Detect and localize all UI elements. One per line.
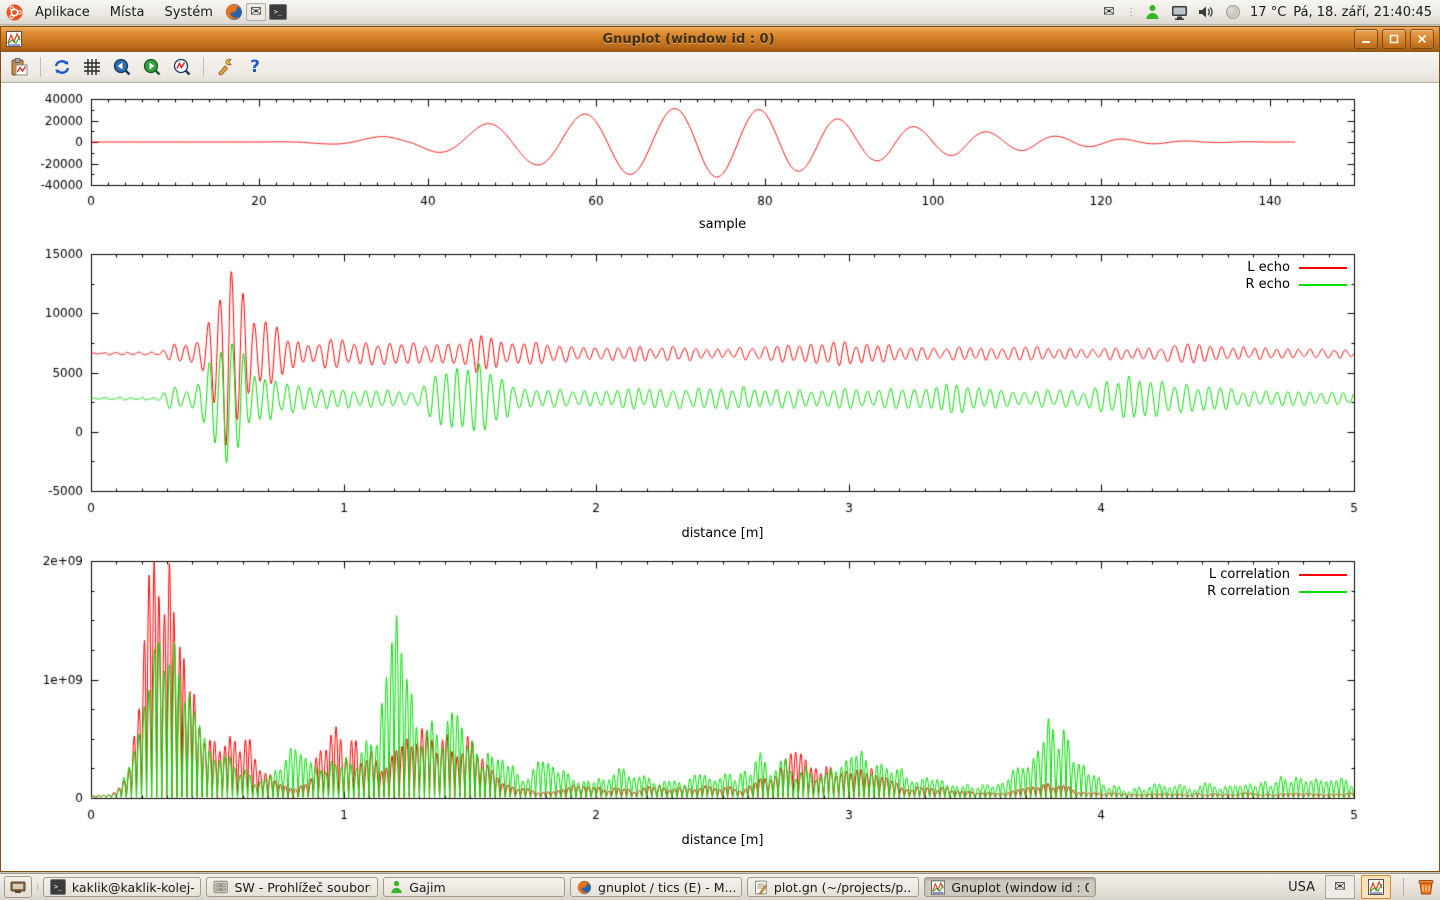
task-button-gajim[interactable]: Gajim [383, 877, 566, 897]
gajim-status-icon[interactable] [1142, 2, 1162, 22]
legend-label: R echo [1245, 277, 1290, 292]
task-button-text-editor[interactable]: plot.gn (~/projects/p... [747, 877, 920, 897]
menu-applications-label: Aplikace [35, 4, 90, 20]
menu-places[interactable]: Místa [101, 3, 154, 22]
legend-label: R correlation [1207, 584, 1290, 599]
refresh-button[interactable] [50, 55, 74, 79]
task-label: Gajim [409, 879, 446, 895]
tray-gnuplot-button[interactable] [1361, 875, 1391, 899]
gnuplot-window-icon [5, 30, 23, 48]
gnuplot-icon [931, 879, 946, 895]
task-label: gnuplot / tics (E) - M... [598, 879, 736, 895]
gnuplot-icon [1368, 879, 1384, 895]
menu-system[interactable]: Systém [155, 3, 221, 22]
task-button-file-manager[interactable]: SW - Prohlížeč souborů [206, 877, 379, 897]
ubuntu-logo-icon[interactable] [4, 2, 24, 22]
maximize-button[interactable] [1382, 29, 1406, 49]
close-button[interactable] [1410, 29, 1434, 49]
menu-places-label: Místa [109, 4, 145, 20]
legend-label: L correlation [1208, 567, 1290, 582]
clock-label[interactable]: Pá, 18. září, 21:40:45 [1293, 4, 1432, 20]
window-controls [1354, 29, 1434, 49]
tray-grip-handle[interactable]: ⋮ [1126, 6, 1136, 18]
task-label: SW - Prohlížeč souborů [234, 879, 372, 895]
toolbar-separator [203, 57, 204, 77]
legend-correlation: L correlation R correlation [1207, 568, 1347, 598]
gnuplot-toolbar: ? [1, 52, 1439, 83]
volume-icon[interactable] [1196, 2, 1216, 22]
taskbar-tray: USA ✉ [1288, 875, 1440, 899]
legend-entry-r-echo: R echo [1245, 278, 1347, 291]
settings-wrench-button[interactable] [213, 55, 237, 79]
tray-mail-button[interactable]: ✉ [1325, 875, 1355, 899]
legend-line-swatch-green [1299, 590, 1347, 593]
envelope-icon: ✉ [1103, 4, 1115, 20]
xlabel-distance-echo: distance [m] [681, 526, 764, 541]
weather-icon[interactable] [1223, 2, 1243, 22]
task-label: plot.gn (~/projects/p... [773, 879, 913, 895]
legend-entry-l-correlation: L correlation [1209, 568, 1347, 581]
toolbar-separator [40, 57, 41, 77]
top-panel: Aplikace Místa Systém ✉ >_ ✉ ⋮ [0, 0, 1440, 25]
task-label: Gnuplot (window id : 0) [951, 879, 1090, 895]
legend-label: L echo [1247, 260, 1290, 275]
firefox-launcher-icon[interactable] [224, 2, 244, 22]
copy-to-clipboard-button[interactable] [7, 55, 31, 79]
chart-sample-waveform[interactable] [1, 87, 1439, 227]
tray-separator [1403, 878, 1404, 896]
gajim-icon [391, 880, 402, 894]
legend-line-swatch-red [1299, 266, 1347, 269]
file-manager-icon [213, 880, 228, 894]
terminal-icon: >_ [50, 879, 66, 895]
panel-menus: Aplikace Místa Systém ✉ >_ [0, 2, 288, 22]
show-desktop-button[interactable] [4, 876, 32, 898]
legend-echo: L echo R echo [1245, 261, 1347, 291]
trash-button[interactable] [1416, 876, 1436, 899]
minimize-button[interactable] [1354, 29, 1378, 49]
xlabel-distance-correlation: distance [m] [681, 833, 764, 848]
zoom-previous-button[interactable] [110, 55, 134, 79]
task-button-terminal[interactable]: >_ kaklik@kaklik-kolej-u... [43, 877, 202, 897]
help-button[interactable]: ? [243, 55, 267, 79]
plot-area: sample distance [m] distance [m] L echo … [1, 83, 1439, 871]
window-titlebar[interactable]: Gnuplot (window id : 0) [1, 27, 1439, 52]
chart-echo[interactable] [1, 243, 1439, 523]
legend-entry-r-correlation: R correlation [1207, 585, 1347, 598]
gnuplot-window: Gnuplot (window id : 0) [0, 26, 1440, 872]
task-label: kaklik@kaklik-kolej-u... [71, 879, 194, 895]
task-button-gnuplot[interactable]: Gnuplot (window id : 0) [924, 877, 1097, 897]
tray-mail-icon[interactable]: ✉ [1099, 2, 1119, 22]
grid-toggle-button[interactable] [80, 55, 104, 79]
terminal-icon: >_ [268, 4, 287, 20]
menu-applications[interactable]: Aplikace [26, 3, 99, 22]
zoom-next-button[interactable] [140, 55, 164, 79]
panel-tray: ✉ ⋮ 17 °C Pá, 18. září, 21:40:45 [1099, 2, 1440, 22]
temperature-label[interactable]: 17 °C [1250, 4, 1287, 20]
xlabel-sample: sample [698, 217, 747, 232]
window-title: Gnuplot (window id : 0) [602, 31, 775, 47]
legend-line-swatch-green [1299, 283, 1347, 286]
taskbar: ⁞ >_ kaklik@kaklik-kolej-u... SW - Prohl… [0, 873, 1440, 900]
task-button-firefox[interactable]: gnuplot / tics (E) - M... [570, 877, 743, 897]
help-question-glyph: ? [250, 57, 260, 77]
mail-launcher-icon[interactable]: ✉ [245, 3, 266, 21]
legend-line-swatch-red [1299, 573, 1347, 576]
legend-entry-l-echo: L echo [1247, 261, 1347, 274]
chart-correlation[interactable] [1, 551, 1439, 831]
menu-system-label: Systém [164, 4, 213, 20]
keyboard-layout-indicator[interactable]: USA [1288, 879, 1315, 895]
firefox-icon [577, 880, 592, 894]
text-editor-icon [755, 880, 767, 894]
terminal-launcher-icon[interactable]: >_ [268, 2, 288, 22]
display-settings-icon[interactable] [1169, 2, 1189, 22]
envelope-icon: ✉ [250, 4, 262, 20]
taskbar-handle: ⁞ [36, 881, 40, 893]
unzoom-button[interactable] [170, 55, 194, 79]
envelope-icon: ✉ [1334, 879, 1346, 895]
